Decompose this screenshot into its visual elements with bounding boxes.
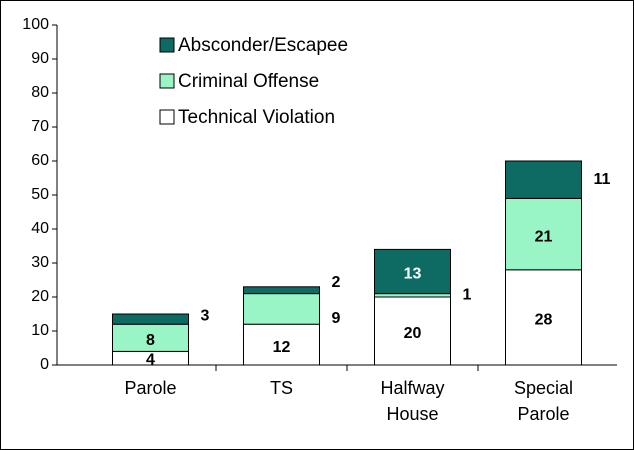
x-tick-label: Parole — [124, 378, 177, 398]
y-tick-label: 10 — [31, 322, 49, 339]
y-tick-label: 90 — [31, 50, 49, 67]
bar-segment — [243, 293, 320, 325]
y-tick-label: 50 — [31, 186, 49, 203]
data-label: 4 — [146, 351, 155, 368]
y-tick-label: 20 — [31, 288, 49, 305]
bar-segment — [243, 323, 320, 366]
x-tick-label: TS — [269, 378, 293, 398]
legend-swatch — [159, 109, 175, 125]
data-label: 9 — [332, 310, 341, 327]
bar-segment — [243, 286, 320, 295]
legend-label: Absconder/Escapee — [178, 35, 348, 56]
legend-label: Criminal Offense — [178, 71, 319, 92]
x-tick-label: Special Parole — [513, 378, 574, 424]
data-label: 12 — [273, 339, 291, 356]
bar-segment — [374, 248, 451, 295]
bar-segment — [112, 323, 189, 352]
bar-segment — [112, 313, 189, 325]
legend-label: Technical Violation — [178, 107, 335, 128]
data-label: 1 — [463, 287, 472, 304]
y-tick-label: 30 — [31, 254, 49, 271]
y-tick-label: 70 — [31, 118, 49, 135]
y-tick-label: 80 — [31, 84, 49, 101]
data-label: 20 — [404, 325, 422, 342]
y-tick-label: 40 — [31, 220, 49, 237]
legend-swatch — [159, 73, 175, 89]
data-label: 13 — [404, 266, 422, 283]
bar-segment — [374, 293, 451, 298]
data-label: 8 — [146, 332, 155, 349]
y-tick-label: 0 — [40, 356, 49, 373]
data-label: 11 — [594, 171, 611, 188]
data-label: 3 — [201, 307, 210, 324]
data-label: 28 — [535, 312, 553, 329]
data-label: 2 — [332, 274, 341, 291]
bar-segment — [505, 269, 582, 366]
bar-segment — [374, 296, 451, 366]
bar-segment — [505, 160, 582, 199]
x-tick-label: Halfway House — [380, 378, 445, 424]
y-tick-label: 100 — [22, 16, 49, 33]
legend-swatch — [159, 37, 175, 53]
y-tick-label: 60 — [31, 152, 49, 169]
data-label: 21 — [535, 228, 553, 245]
bar-segment — [505, 197, 582, 271]
